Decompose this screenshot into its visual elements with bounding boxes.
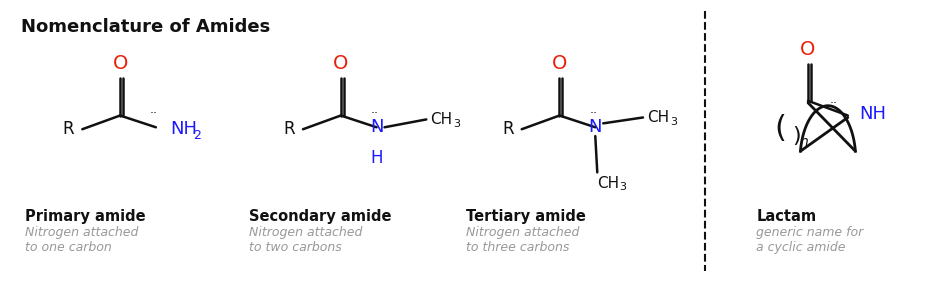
Text: N: N	[589, 118, 602, 136]
Text: Secondary amide: Secondary amide	[249, 209, 392, 224]
Text: 3: 3	[670, 117, 677, 127]
Text: O: O	[333, 54, 349, 73]
Text: Lactam: Lactam	[757, 209, 816, 224]
Text: R: R	[502, 120, 514, 138]
Text: 3: 3	[453, 119, 460, 129]
Text: N: N	[370, 118, 383, 136]
Text: ··: ··	[590, 107, 597, 120]
Text: ··: ··	[150, 107, 158, 120]
Text: ··: ··	[371, 107, 378, 120]
Text: O: O	[552, 54, 567, 73]
Text: R: R	[283, 120, 295, 138]
Text: H: H	[371, 149, 383, 167]
Text: (: (	[775, 114, 786, 143]
Text: Nomenclature of Amides: Nomenclature of Amides	[21, 18, 270, 36]
Text: n: n	[800, 135, 809, 149]
Text: Nitrogen attached
to one carbon: Nitrogen attached to one carbon	[25, 226, 138, 254]
Text: NH: NH	[860, 105, 886, 123]
Text: 3: 3	[619, 182, 626, 192]
Text: Tertiary amide: Tertiary amide	[466, 209, 586, 224]
Text: R: R	[63, 120, 74, 138]
Text: ··: ··	[830, 97, 838, 110]
Text: O: O	[113, 54, 128, 73]
Text: 2: 2	[192, 129, 201, 142]
Text: Primary amide: Primary amide	[25, 209, 145, 224]
Text: Nitrogen attached
to two carbons: Nitrogen attached to two carbons	[249, 226, 363, 254]
Text: CH: CH	[430, 112, 452, 127]
Text: Nitrogen attached
to three carbons: Nitrogen attached to three carbons	[466, 226, 579, 254]
Text: NH: NH	[170, 120, 197, 138]
Text: O: O	[800, 40, 815, 59]
Text: CH: CH	[597, 176, 619, 191]
Text: generic name for
a cyclic amide: generic name for a cyclic amide	[757, 226, 864, 254]
Text: CH: CH	[647, 110, 669, 125]
Text: ): )	[792, 126, 800, 146]
